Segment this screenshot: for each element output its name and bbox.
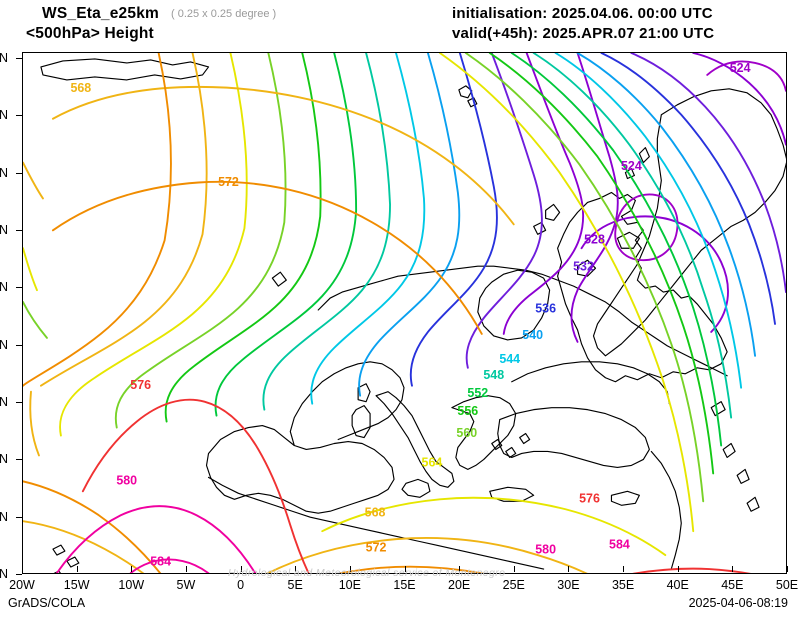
x-tick-mark: [459, 566, 461, 572]
y-tick-label: N: [0, 395, 9, 409]
x-tick-label: 10E: [338, 578, 361, 592]
x-tick-mark: [131, 566, 133, 572]
y-tick-label: N: [0, 223, 9, 237]
y-tick-mark: [16, 58, 22, 59]
contour-label: 548: [483, 368, 504, 382]
contour-label: 560: [456, 426, 477, 440]
x-tick-mark: [677, 566, 679, 572]
contour-label: 584: [609, 537, 630, 551]
contour-label: 524: [730, 61, 751, 75]
y-tick-mark: [16, 172, 22, 174]
x-tick-mark: [513, 566, 515, 572]
y-tick-mark: [16, 516, 22, 518]
y-tick-label: N: [0, 165, 9, 180]
x-tick-mark: [787, 566, 788, 572]
coastlines: [40, 58, 786, 573]
x-tick-mark: [568, 566, 570, 572]
y-tick-label: N: [0, 51, 9, 65]
y-tick-label: N: [0, 280, 9, 295]
x-tick-label: 0: [237, 578, 245, 592]
contour-label: 564: [422, 456, 443, 470]
x-tick-label: 5W: [176, 578, 196, 592]
y-tick-label: N: [0, 509, 9, 524]
contour-label: 568: [70, 81, 91, 95]
x-tick-mark: [732, 566, 734, 572]
contour-label: 552: [467, 386, 488, 400]
valid-time-label: valid(+45h): 2025.APR.07 21:00 UTC: [452, 25, 715, 42]
y-tick-label: N: [0, 108, 9, 123]
contour-label: 524: [621, 159, 642, 173]
x-tick-mark: [240, 566, 242, 572]
footer-timestamp: 2025-04-06-08:19: [688, 596, 788, 610]
contour-label: 576: [130, 378, 151, 392]
contour-label: 580: [116, 474, 137, 488]
y-tick-mark: [16, 287, 22, 289]
x-tick-label: 50E: [775, 578, 799, 592]
contour-label: 572: [366, 540, 387, 554]
contour-label: 536: [535, 301, 556, 315]
x-tick-mark: [349, 566, 351, 572]
initialisation-label: initialisation: 2025.04.06. 00:00 UTC: [452, 5, 713, 22]
contour-label: 572: [218, 175, 239, 189]
contour-lines: [23, 53, 786, 573]
x-tick-label: 45E: [721, 578, 744, 592]
contour-label: 576: [579, 492, 600, 506]
watermark-text: Hydrological and Meteorological service …: [228, 567, 506, 579]
y-tick-mark: [16, 402, 22, 403]
x-tick-label: 15E: [393, 578, 416, 592]
x-tick-mark: [404, 566, 406, 572]
y-tick-label: N: [0, 452, 9, 467]
contour-label: 528: [584, 233, 605, 247]
y-tick-mark: [16, 344, 22, 346]
x-tick-label: 15W: [63, 578, 90, 592]
x-tick-label: 5E: [287, 578, 303, 592]
x-tick-mark: [623, 566, 625, 572]
x-tick-label: 25E: [502, 578, 525, 592]
y-tick-mark: [16, 115, 22, 117]
x-tick-mark: [185, 566, 187, 572]
contour-label: 584: [150, 554, 171, 568]
contour-label: 568: [365, 506, 386, 520]
x-tick-label: 10W: [118, 578, 145, 592]
contour-label: 532: [573, 259, 594, 273]
x-tick-label: 35E: [611, 578, 635, 592]
y-tick-mark: [16, 459, 22, 461]
contour-map-plot: 524 524 528 532 536 540 544 548 552 556 560 564 568 5…: [22, 52, 787, 574]
x-tick-label: 30E: [557, 578, 580, 592]
resolution-label: ( 0.25 x 0.25 degree ): [171, 8, 277, 20]
x-tick-label: 20E: [448, 578, 471, 592]
field-label: <500hPa> Height: [26, 25, 154, 42]
y-tick-label: N: [0, 337, 9, 352]
x-tick-label: 40E: [666, 578, 689, 592]
x-tick-mark: [76, 566, 78, 572]
contour-label: 540: [522, 328, 543, 342]
contour-label: 544: [499, 352, 520, 366]
y-tick-mark: [16, 574, 22, 575]
contour-label: 580: [535, 542, 556, 556]
footer-credit: GrADS/COLA: [8, 596, 86, 610]
contour-label: 556: [457, 404, 478, 418]
y-tick-label: N: [0, 567, 9, 581]
x-tick-mark: [22, 566, 23, 572]
y-tick-mark: [16, 230, 22, 231]
model-name-label: WS_Eta_e25km: [42, 5, 159, 22]
x-tick-mark: [295, 566, 297, 572]
x-tick-label: 20W: [9, 578, 35, 592]
